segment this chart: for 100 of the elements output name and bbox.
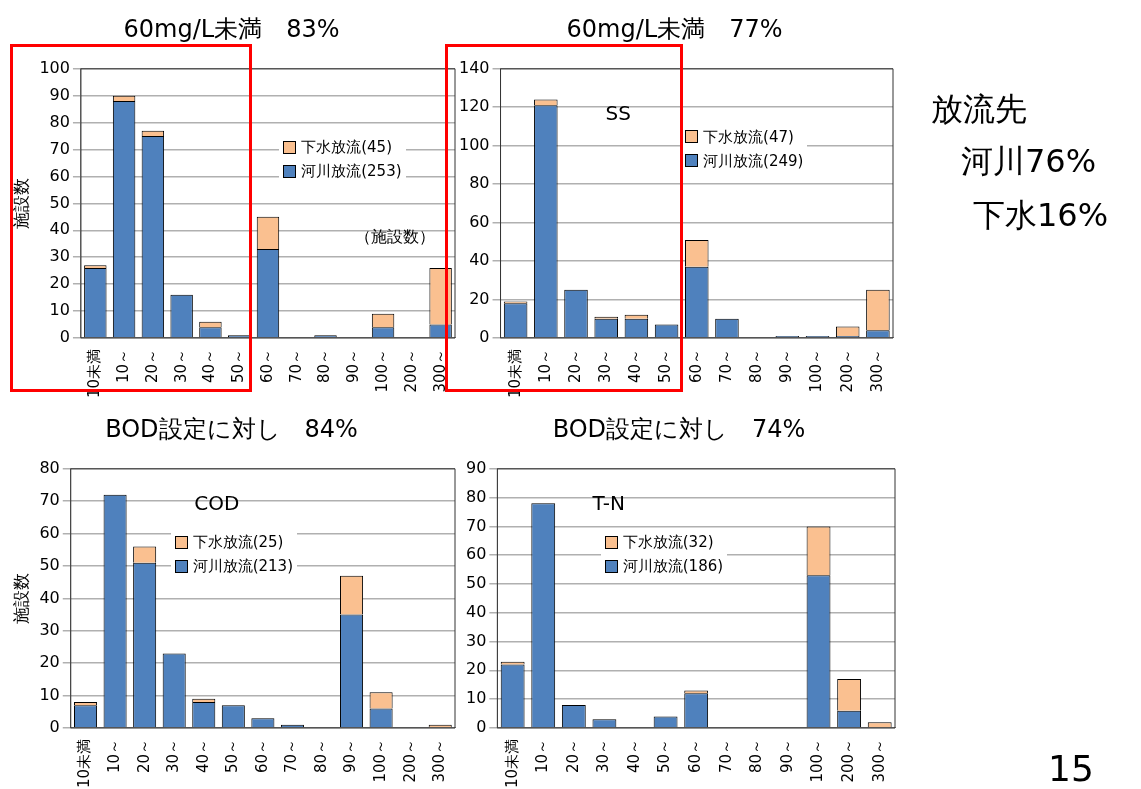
x-tick-label: 10未満 [502,738,521,789]
y-tick-label: 60 [469,211,490,231]
y-tick-label: 10 [39,684,60,704]
x-tick-label: 80～ [315,348,334,384]
annotation: SS [605,100,631,125]
x-tick-label: 200～ [400,738,419,783]
legend-label: 河川放流(249) [703,150,804,172]
y-tick-label: 40 [466,601,487,621]
text: 下水16% [973,195,1109,236]
x-tick-label: 200～ [839,738,858,783]
y-tick-label: 100 [458,134,490,154]
y-tick-label: 50 [466,573,487,593]
text: 放流先 [931,89,1027,130]
x-tick-label: 40～ [193,738,212,774]
y-tick-label: 20 [469,288,490,308]
y-tick-label: 20 [49,273,70,293]
x-tick-label: 100～ [371,738,389,783]
x-tick-label: 50～ [656,348,675,384]
x-tick-label: 40～ [200,348,219,384]
x-tick-label: 40～ [626,348,645,384]
x-tick-label: 80～ [747,348,766,384]
legend-label: 下水放流(47) [703,126,794,148]
x-tick-label: 90～ [777,348,796,384]
y-tick-label: 60 [39,522,60,542]
y-tick-label: 90 [466,457,487,477]
text: 河川76% [961,141,1097,182]
x-tick-label: 30～ [164,738,183,774]
y-tick-label: 40 [49,219,70,239]
x-tick-label: 60～ [257,348,276,384]
y-tick-label: 80 [466,486,487,506]
x-tick-label: 10未満 [85,348,104,399]
annotation: （施設数） [355,227,436,247]
y-tick-label: 10 [49,300,70,320]
y-tick-label: 20 [466,659,487,679]
legend-label: 河川放流(186) [622,556,724,578]
x-tick-label: 200～ [401,348,420,393]
x-tick-label: 30～ [171,348,190,384]
y-tick-label: 70 [49,138,70,158]
y-tick-label: 80 [469,173,490,193]
y-axis-title: 施設数 [10,177,31,229]
x-tick-label: 70～ [286,348,305,384]
x-tick-label: 100～ [807,348,826,393]
legend-label: 下水放流(25) [192,532,284,554]
legend-label: 下水放流(32) [622,532,714,554]
x-tick-label: 40～ [624,738,643,774]
y-tick-label: 100 [39,57,70,77]
x-tick-label: 60～ [686,738,705,774]
x-tick-label: 70～ [282,738,301,774]
chart-title: BOD設定に対し 74% [552,414,806,443]
y-tick-label: 120 [458,96,490,116]
y-tick-label: 30 [39,619,60,639]
y-tick-label: 80 [39,457,60,477]
x-tick-label: 100～ [372,348,391,393]
x-tick-label: 30～ [596,348,615,384]
x-tick-label: 300～ [867,348,886,393]
chart-title: 60mg/L未満 77% [566,14,783,43]
y-tick-label: 40 [469,250,490,270]
y-tick-label: 0 [476,717,487,737]
x-tick-label: 200～ [837,348,856,393]
chart-title: 60mg/L未満 83% [123,14,340,43]
x-tick-label: 70～ [716,348,735,384]
annotation: T-N [591,491,625,516]
y-tick-label: 90 [49,84,70,104]
x-tick-label: 80～ [747,738,766,774]
y-axis-title: 施設数 [10,572,31,624]
x-tick-label: 50～ [223,738,242,774]
x-tick-label: 50～ [655,738,674,774]
x-tick-label: 10未満 [505,348,524,399]
x-tick-label: 60～ [252,738,271,774]
y-tick-label: 60 [466,544,487,564]
x-tick-label: 90～ [777,738,796,774]
y-tick-label: 40 [39,587,60,607]
x-tick-label: 10未満 [75,738,94,789]
x-tick-label: 50～ [229,348,248,384]
text: 15 [1048,748,1094,789]
x-tick-label: 20～ [563,738,582,774]
y-tick-label: 70 [39,490,60,510]
y-tick-label: 140 [458,57,490,77]
y-tick-label: 30 [49,246,70,266]
x-tick-label: 80～ [311,738,330,774]
y-tick-label: 50 [49,192,70,212]
y-tick-label: 20 [39,652,60,672]
x-tick-label: 70～ [716,738,735,774]
annotation: COD [194,491,240,516]
y-tick-label: 0 [59,327,70,347]
x-tick-label: 30～ [594,738,613,774]
x-tick-label: 20～ [565,348,584,384]
legend-label: 下水放流(45) [301,137,392,159]
x-tick-label: 60～ [686,348,705,384]
legend-label: 河川放流(213) [192,556,293,578]
y-tick-label: 50 [39,555,60,575]
x-tick-label: 10～ [533,738,552,774]
x-tick-label: 20～ [142,348,161,384]
y-tick-label: 0 [479,327,490,347]
x-tick-label: 100～ [808,738,827,783]
y-tick-label: 30 [466,630,487,650]
y-tick-label: 0 [49,717,60,737]
x-tick-label: 90～ [344,348,363,384]
x-tick-label: 20～ [134,738,153,774]
x-tick-label: 10～ [535,348,554,384]
